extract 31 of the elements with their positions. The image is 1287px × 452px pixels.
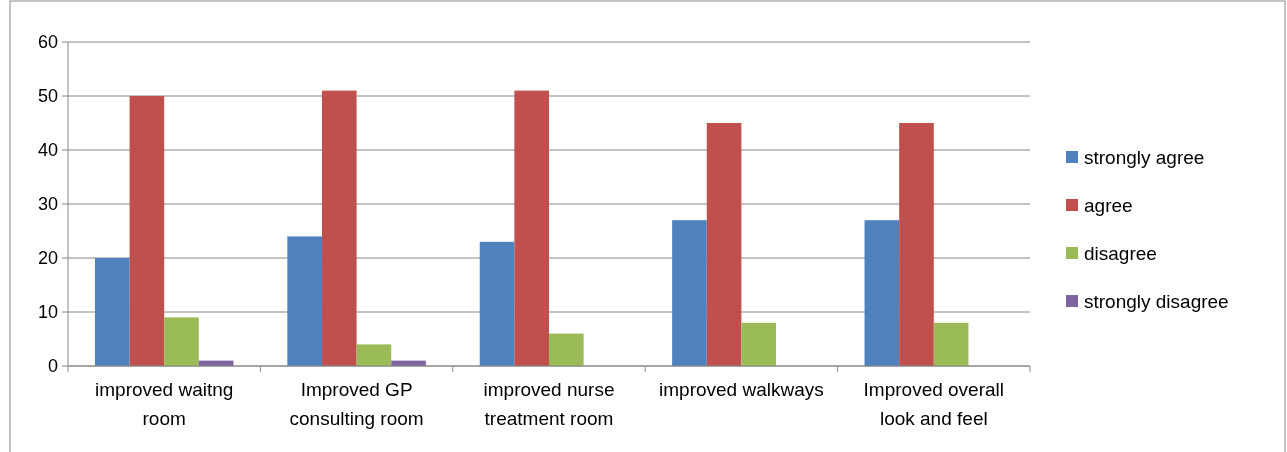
bar [514,90,549,366]
bar [94,258,130,366]
y-tick-label: 60 [37,32,58,53]
x-tick-label: improved nurse treatment room [483,379,615,429]
y-tick-label: 30 [37,194,58,215]
y-tick-label: 20 [37,248,58,269]
x-tick-label: Improved GP consulting room [289,379,424,429]
legend-label: strongly disagree [1084,290,1229,312]
bar [706,123,742,366]
y-tick-label: 50 [37,86,58,107]
legend-label: disagree [1084,242,1157,264]
bar [356,344,392,366]
y-tick-label: 40 [37,140,58,161]
y-tick-label: 0 [47,356,58,377]
bar [321,90,357,366]
bar [899,123,934,366]
legend-label: agree [1084,194,1133,216]
bar [741,322,777,366]
x-tick-label: improved walkways [659,379,824,400]
y-tick-label: 10 [37,302,58,323]
bar [933,322,969,366]
bar [479,241,515,366]
bar [672,220,707,366]
x-tick-label: Improved overall look and feel [863,379,1005,429]
bar [549,333,584,366]
bar [129,96,165,366]
x-tick-label: improved waitng room [95,379,234,429]
bar [287,236,322,366]
bar [864,220,900,366]
legend-label: strongly agree [1084,146,1205,168]
bar [164,317,199,366]
